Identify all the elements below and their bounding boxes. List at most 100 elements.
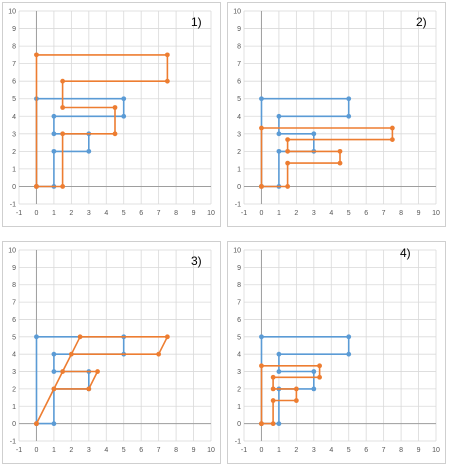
chart-plot: -1 0 1 2 3 4 5 6 7 8 9 10 -1 0 1 2 3 4 5 6 7 8 9 10 [233, 9, 440, 218]
series-2-point [164, 78, 170, 84]
y-tick-label: 3 [12, 369, 16, 376]
x-tick-label: 5 [122, 447, 126, 454]
y-tick-label: -1 [235, 202, 241, 209]
x-tick-label: 6 [139, 447, 143, 454]
series-2-point [164, 52, 170, 58]
series-2-point [337, 160, 343, 166]
panel-label: 3) [191, 254, 202, 268]
y-tick-label: 9 [237, 26, 241, 33]
series-2-point [34, 421, 39, 427]
series-2-point [285, 184, 291, 189]
x-tick-label: 3 [87, 447, 91, 454]
y-tick-label: 5 [12, 334, 16, 341]
y-tick-label: 10 [233, 248, 241, 255]
series-1-point [276, 421, 282, 427]
y-tick-label: 10 [8, 9, 16, 16]
y-tick-label: 3 [237, 131, 241, 138]
chart-panel-2: -1 0 1 2 3 4 5 6 7 8 9 10 -1 0 1 2 3 4 5 6 7 8 9 10 2) [227, 2, 446, 227]
y-tick-label: 8 [237, 282, 241, 289]
series-1-point [311, 386, 317, 392]
y-tick-label: -1 [235, 439, 241, 446]
x-tick-label: 8 [174, 210, 178, 217]
series-2-point [86, 386, 92, 392]
x-tick-label: 10 [207, 210, 215, 217]
y-tick-label: 6 [237, 317, 241, 324]
x-tick-label: 2 [294, 210, 298, 217]
series-2-point [259, 363, 264, 369]
x-tick-label: 9 [417, 447, 421, 454]
series-1-point [34, 334, 39, 340]
series-1-point [259, 334, 264, 340]
x-tick-label: 0 [260, 447, 264, 454]
x-tick-label: 9 [417, 210, 421, 217]
series-2-point [259, 125, 264, 131]
y-tick-label: 9 [12, 265, 16, 272]
x-tick-label: 9 [192, 210, 196, 217]
series-1-point [276, 113, 282, 119]
x-tick-label: 5 [347, 447, 351, 454]
x-tick-label: -1 [16, 210, 22, 217]
series-1-point [311, 369, 317, 374]
y-tick-label: 3 [12, 131, 16, 138]
series-1-point [276, 351, 282, 357]
series-1-point [276, 369, 282, 374]
series-2-point [337, 148, 343, 154]
y-tick-label: 4 [237, 352, 241, 359]
series-1-point [51, 351, 57, 357]
series-2-point [270, 398, 276, 403]
series-1-point [311, 131, 317, 137]
x-tick-label: 3 [312, 447, 316, 454]
x-tick-label: 8 [399, 447, 403, 454]
series-1-point [259, 96, 264, 102]
x-tick-label: 10 [432, 447, 440, 454]
series-1-point [51, 148, 57, 154]
series-2-point [389, 125, 395, 131]
series-1-point [51, 369, 57, 374]
x-tick-label: 4 [104, 447, 108, 454]
y-tick-label: 9 [12, 26, 16, 33]
x-tick-label: 2 [69, 447, 73, 454]
x-tick-label: 6 [364, 210, 368, 217]
x-tick-label: 0 [35, 447, 39, 454]
series-2-point [293, 386, 299, 392]
series-2-point [317, 363, 322, 369]
series-2-point [389, 137, 395, 143]
series-2-point [34, 52, 39, 58]
series-2-line [260, 365, 321, 425]
x-tick-label: 1 [52, 210, 56, 217]
y-tick-label: 5 [12, 96, 16, 103]
x-tick-label: -1 [241, 447, 247, 454]
panel-label: 1) [191, 15, 202, 29]
x-tick-label: 8 [399, 210, 403, 217]
y-tick-label: 4 [12, 114, 16, 121]
series-2-point [285, 137, 291, 143]
chart-plot: -1 0 1 2 3 4 5 6 7 8 9 10 -1 0 1 2 3 4 5 6 7 8 9 10 [8, 248, 215, 455]
series-2-point [270, 386, 276, 392]
x-tick-label: 4 [329, 210, 333, 217]
series-1-point [51, 113, 57, 119]
series-2-point [95, 369, 100, 374]
y-tick-label: 0 [237, 421, 241, 428]
series-2-point [285, 148, 291, 154]
y-tick-label: 5 [237, 96, 241, 103]
series-2-line [35, 54, 169, 188]
y-tick-label: 2 [12, 149, 16, 156]
series-2-point [317, 374, 322, 380]
y-tick-label: 10 [8, 248, 16, 255]
series-2-point [60, 184, 66, 189]
y-tick-label: 4 [237, 114, 241, 121]
x-tick-label: 1 [52, 447, 56, 454]
series-2-point [270, 374, 276, 380]
y-tick-label: 1 [237, 166, 241, 173]
x-tick-label: 8 [174, 447, 178, 454]
series-1-point [51, 421, 57, 427]
series-2-point [68, 351, 74, 357]
series-1-point [276, 131, 282, 137]
x-tick-label: 10 [432, 210, 440, 217]
y-tick-label: 4 [12, 352, 16, 359]
series-2-line [35, 336, 169, 424]
y-tick-label: 8 [12, 44, 16, 51]
series-2-point [112, 131, 118, 137]
series-1-point [346, 334, 352, 340]
